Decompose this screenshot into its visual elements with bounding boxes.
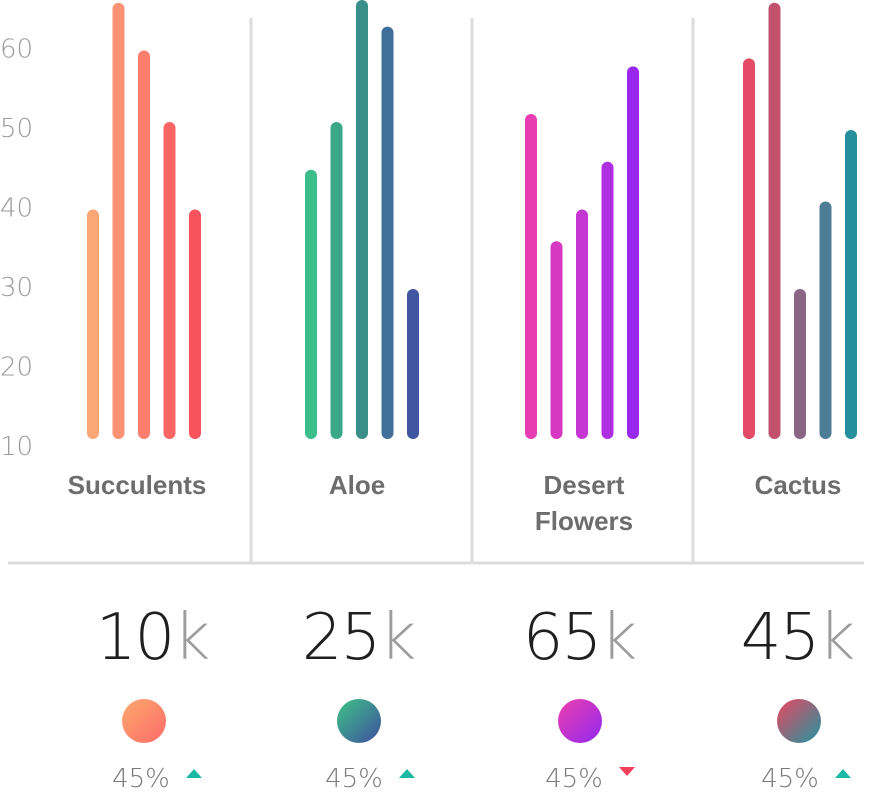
trend-up-icon — [834, 769, 851, 778]
percent-change-desert-flowers: 45% — [490, 764, 690, 794]
percent-change-aloe: 45% — [270, 764, 470, 794]
stat-unit: k — [818, 601, 855, 675]
percent-change-succulents: 45% — [57, 764, 257, 794]
y-tick-label: 30 — [0, 273, 33, 303]
trend-up-icon — [185, 769, 202, 778]
y-axis-ticks: 10 20 30 40 50 60 — [0, 35, 33, 463]
bars — [87, 0, 857, 439]
stat-unit: k — [600, 601, 637, 675]
category-label: Desert — [544, 470, 625, 500]
stat-number: 65 — [522, 601, 602, 675]
trend-down-icon — [618, 767, 635, 776]
percent-change-cactus: 45% — [706, 764, 870, 794]
stat-number: 10 — [95, 601, 175, 675]
percent-value: 45% — [545, 764, 603, 794]
stat-value-cactus: 45k — [692, 600, 870, 676]
y-tick-label: 10 — [0, 432, 33, 462]
y-tick-label: 40 — [0, 194, 33, 224]
y-tick-label: 60 — [0, 35, 33, 65]
stat-value-succulents: 10k — [47, 600, 257, 676]
color-dot-succulents — [122, 699, 166, 743]
trend-up-icon — [398, 769, 415, 778]
stat-unit: k — [173, 601, 210, 675]
percent-value: 45% — [325, 764, 383, 794]
stat-unit: k — [379, 601, 416, 675]
stat-number: 25 — [301, 601, 381, 675]
stat-value-aloe: 25k — [253, 600, 463, 676]
chart-frame — [8, 18, 864, 565]
y-tick-label: 50 — [0, 114, 33, 144]
stat-value-desert-flowers: 65k — [474, 600, 684, 676]
category-label: Cactus — [755, 470, 842, 500]
percent-value: 45% — [112, 764, 170, 794]
category-label: Aloe — [329, 470, 385, 500]
category-label: Flowers — [535, 506, 633, 536]
category-label: Succulents — [68, 470, 207, 500]
color-dot-aloe — [337, 699, 381, 743]
color-dot-desert-flowers — [558, 699, 602, 743]
category-labels: Succulents Aloe Desert Flowers Cactus — [68, 470, 842, 536]
stat-number: 45 — [740, 601, 820, 675]
percent-value: 45% — [761, 764, 819, 794]
y-tick-label: 20 — [0, 353, 33, 383]
color-dot-cactus — [777, 699, 821, 743]
